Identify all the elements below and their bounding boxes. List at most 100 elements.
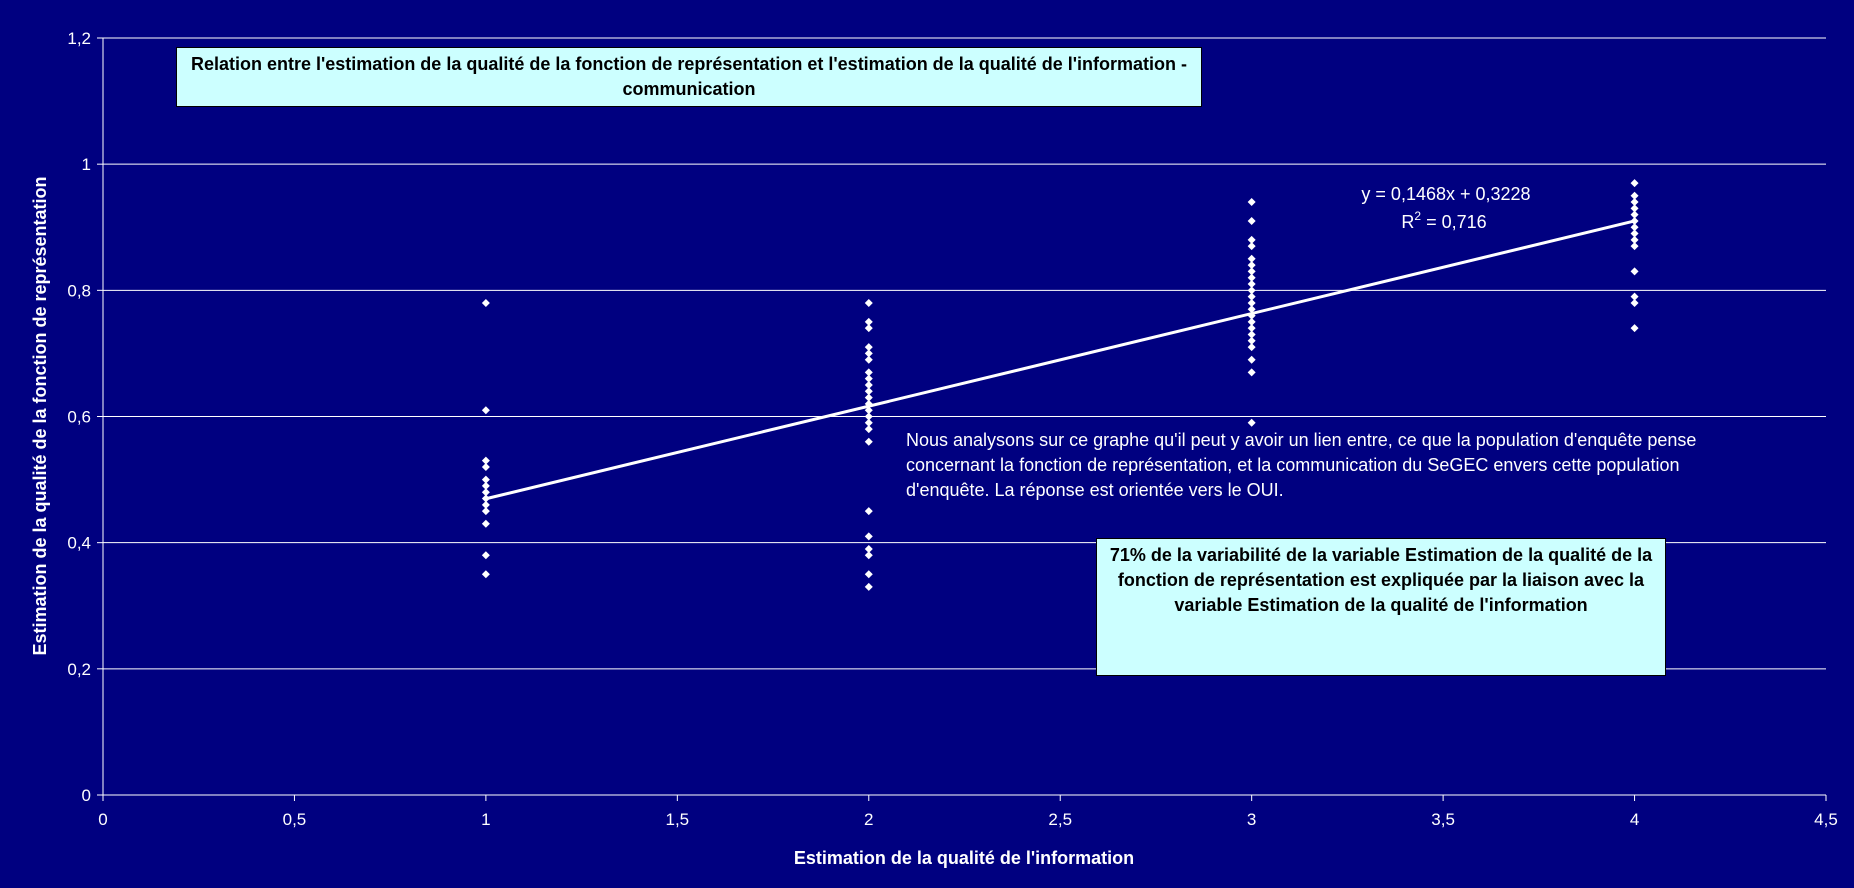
data-point xyxy=(864,349,873,358)
trendline-line xyxy=(485,219,1635,501)
data-point xyxy=(481,462,490,471)
data-point xyxy=(1247,254,1256,263)
data-point xyxy=(864,507,873,516)
data-point xyxy=(481,456,490,465)
data-point xyxy=(864,406,873,415)
x-tick-label: 3,5 xyxy=(1431,810,1455,829)
data-point xyxy=(864,412,873,421)
data-point xyxy=(481,475,490,484)
variance-explanation-box: 71% de la variabilité de la variable Est… xyxy=(1096,538,1666,676)
comment-annotation: Nous analysons sur ce graphe qu'il peut … xyxy=(906,430,1697,500)
data-point xyxy=(1247,216,1256,225)
data-point xyxy=(481,551,490,560)
data-point xyxy=(1247,267,1256,276)
data-point xyxy=(1247,273,1256,282)
data-point xyxy=(1247,418,1256,427)
x-axis-title: Estimation de la qualité de l'informatio… xyxy=(794,848,1134,868)
data-point xyxy=(864,324,873,333)
tick-labels: 0 0,2 0,4 0,6 0,8 1 1,2 0 0,5 1 1,5 2 2,5 3 3,5 4 4,5 xyxy=(67,29,1837,829)
data-point xyxy=(1630,216,1639,225)
trendline xyxy=(485,219,1635,501)
data-point xyxy=(481,494,490,503)
data-point xyxy=(864,393,873,402)
data-point xyxy=(1630,198,1639,207)
data-point xyxy=(1630,223,1639,232)
y-tick-label: 0,2 xyxy=(67,660,91,679)
data-point xyxy=(864,374,873,383)
y-tick-label: 0,4 xyxy=(67,534,91,553)
data-point xyxy=(1247,235,1256,244)
data-point xyxy=(1630,179,1639,188)
data-point xyxy=(864,343,873,352)
data-point xyxy=(481,298,490,307)
data-point xyxy=(1247,330,1256,339)
data-point xyxy=(481,406,490,415)
trendline-r-squared: R2 = 0,716 xyxy=(1401,209,1486,232)
data-point xyxy=(864,399,873,408)
data-point xyxy=(481,570,490,579)
data-point xyxy=(1247,343,1256,352)
y-tick-label: 0 xyxy=(82,786,91,805)
data-point xyxy=(1630,235,1639,244)
data-point xyxy=(864,570,873,579)
data-point xyxy=(864,425,873,434)
y-tick-label: 0,6 xyxy=(67,408,91,427)
data-point xyxy=(1247,368,1256,377)
data-point xyxy=(864,298,873,307)
trendline-equation: y = 0,1468x + 0,3228 xyxy=(1361,184,1530,204)
data-point xyxy=(481,507,490,516)
y-tick-label: 1 xyxy=(82,155,91,174)
data-point xyxy=(864,582,873,591)
data-point xyxy=(1247,324,1256,333)
x-tick-label: 0 xyxy=(98,810,107,829)
data-point xyxy=(864,387,873,396)
data-point xyxy=(864,437,873,446)
y-tick-label: 0,8 xyxy=(67,281,91,300)
data-point xyxy=(864,544,873,553)
data-point xyxy=(1247,317,1256,326)
data-point xyxy=(864,355,873,364)
y-axis-title: Estimation de la qualité de la fonction … xyxy=(30,176,50,655)
data-point xyxy=(1247,311,1256,320)
x-tick-label: 2 xyxy=(864,810,873,829)
data-point xyxy=(481,488,490,497)
data-point xyxy=(1630,191,1639,200)
x-tick-label: 2,5 xyxy=(1048,810,1072,829)
chart-title: Relation entre l'estimation de la qualit… xyxy=(176,47,1202,107)
data-points xyxy=(481,179,1639,591)
axes xyxy=(97,37,1827,801)
data-point xyxy=(1247,336,1256,345)
x-tick-label: 1 xyxy=(481,810,490,829)
data-point xyxy=(1630,267,1639,276)
r-squared-exponent: 2 xyxy=(1414,209,1421,223)
data-point xyxy=(1630,204,1639,213)
data-point xyxy=(864,380,873,389)
data-point xyxy=(1247,298,1256,307)
data-point xyxy=(864,368,873,377)
r-squared-symbol: R xyxy=(1401,212,1414,232)
data-point xyxy=(1630,292,1639,301)
x-tick-label: 3 xyxy=(1247,810,1256,829)
r-squared-value: = 0,716 xyxy=(1421,212,1487,232)
data-point xyxy=(1247,305,1256,314)
data-point xyxy=(864,317,873,326)
data-point xyxy=(1247,198,1256,207)
data-point xyxy=(1247,355,1256,364)
data-point xyxy=(1630,324,1639,333)
data-point xyxy=(1630,229,1639,238)
data-point xyxy=(1630,210,1639,219)
data-point xyxy=(481,519,490,528)
data-point xyxy=(481,481,490,490)
data-point xyxy=(1247,242,1256,251)
data-point xyxy=(864,551,873,560)
data-point xyxy=(1630,298,1639,307)
data-point xyxy=(1247,280,1256,289)
x-tick-label: 1,5 xyxy=(666,810,690,829)
data-point xyxy=(1630,242,1639,251)
data-point xyxy=(1247,261,1256,270)
y-tick-label: 1,2 xyxy=(67,29,91,48)
data-point xyxy=(481,500,490,509)
data-point xyxy=(1247,286,1256,295)
